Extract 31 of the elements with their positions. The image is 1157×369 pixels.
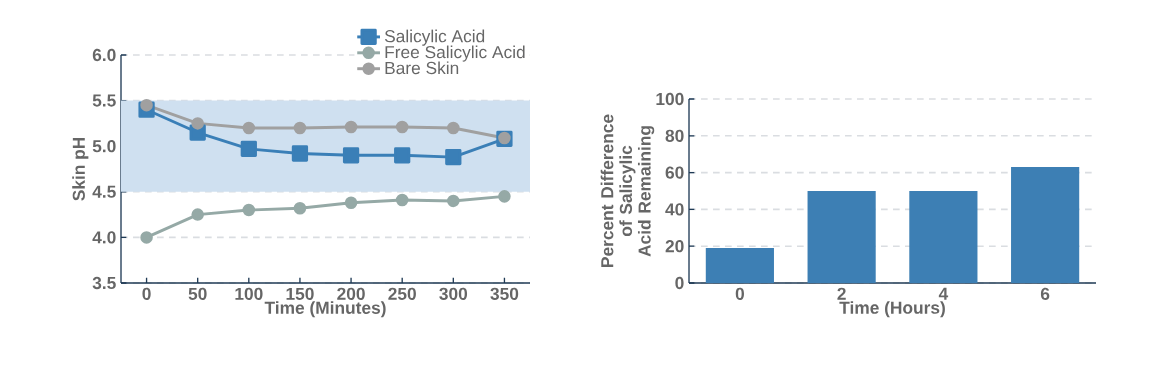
y-tick-label: 4.0 [92, 231, 116, 244]
y-tick-label: 0 [675, 276, 684, 290]
x-tick-label: 6 [1040, 287, 1050, 300]
legend-label: Salicylic Acid [384, 29, 485, 46]
x-tick-label: 4 [938, 287, 949, 300]
x-tick-label: 150 [286, 287, 314, 300]
x-axis-title: Time (Hours) [839, 301, 945, 318]
y-tick-label: 5.5 [92, 94, 116, 107]
x-tick-label: 300 [439, 287, 468, 300]
x-tick-label: 2 [837, 287, 846, 300]
x-tick-label: 100 [235, 287, 263, 300]
x-tick-label: 0 [735, 287, 744, 300]
x-tick-label: 0 [142, 287, 151, 300]
y-tick-label: 40 [665, 203, 684, 216]
y-tick-label: 4.5 [92, 185, 116, 198]
x-tick-label: 50 [188, 287, 207, 300]
x-tick-label: 200 [337, 287, 365, 300]
x-axis-title: Time (Minutes) [264, 301, 386, 318]
y-axis-title: Percent Difference of Salicylic Acid Remaining [600, 114, 655, 267]
legend-label: Free Salicylic Acid [385, 45, 525, 62]
y-tick-label: 80 [665, 129, 684, 142]
y-tick-label: 100 [656, 92, 684, 106]
y-tick-label: 6.0 [92, 48, 116, 62]
y-tick-label: 3.5 [92, 276, 116, 290]
legend-label: Bare Skin [385, 61, 459, 75]
x-tick-label: 250 [388, 287, 416, 300]
y-tick-label: 60 [665, 166, 684, 179]
y-tick-label: 20 [665, 240, 684, 253]
y-tick-label: 5.0 [92, 140, 116, 153]
y-axis-title: Skin pH [72, 137, 89, 201]
x-tick-label: 350 [490, 287, 519, 300]
